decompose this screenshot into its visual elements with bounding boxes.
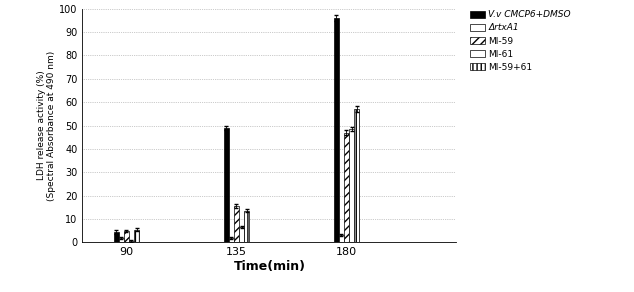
Bar — [234, 206, 238, 242]
X-axis label: Time(min): Time(min) — [233, 260, 306, 273]
Bar — [239, 227, 243, 242]
Bar — [119, 238, 124, 242]
Bar — [354, 109, 359, 242]
Bar — [129, 241, 134, 242]
Bar — [349, 129, 354, 242]
Legend: V.v CMCP6+DMSO, ΔrtxA1, MI-59, MI-61, MI-59+61: V.v CMCP6+DMSO, ΔrtxA1, MI-59, MI-61, MI… — [469, 8, 573, 74]
Bar — [224, 128, 228, 242]
Bar — [244, 211, 249, 242]
Bar — [229, 238, 233, 242]
Y-axis label: LDH release activity (%)
(Spectral Absorbance at 490 nm): LDH release activity (%) (Spectral Absor… — [37, 51, 56, 201]
Bar — [134, 230, 139, 242]
Bar — [339, 235, 344, 242]
Bar — [334, 18, 339, 242]
Bar — [114, 232, 119, 242]
Bar — [344, 133, 349, 242]
Bar — [124, 231, 129, 242]
